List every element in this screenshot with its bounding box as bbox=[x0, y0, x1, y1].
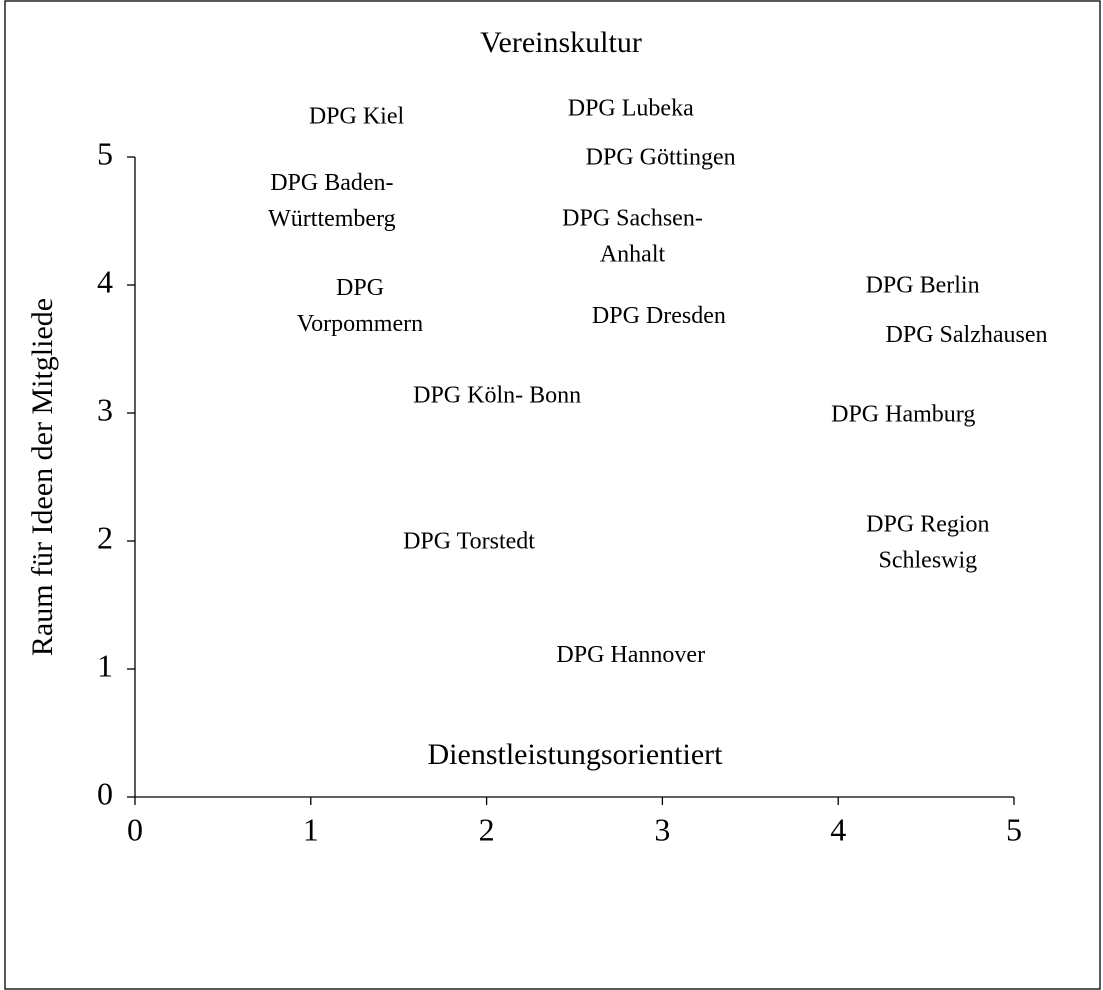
x-tick-label: 2 bbox=[479, 811, 495, 847]
point-label: DPG Region Schleswig bbox=[866, 511, 989, 573]
point-label: DPG Baden-Württemberg bbox=[268, 169, 396, 231]
y-tick-label: 1 bbox=[97, 647, 113, 683]
point-label: DPG Sachsen-Anhalt bbox=[562, 205, 703, 267]
point-label: DPG Hannover bbox=[556, 642, 705, 668]
point-label: DPG Lubeka bbox=[568, 95, 694, 121]
point-label: DPG Berlin bbox=[866, 272, 980, 298]
chart-title: Vereinskultur bbox=[480, 26, 642, 59]
x-axis-label: Dienstleistungsorientiert bbox=[428, 738, 724, 771]
x-tick-label: 3 bbox=[654, 811, 670, 847]
point-label: DPG Göttingen bbox=[586, 144, 736, 170]
y-tick-label: 4 bbox=[97, 263, 113, 299]
x-tick-label: 1 bbox=[303, 811, 319, 847]
point-label: DPG Kiel bbox=[309, 103, 405, 129]
y-axis-label: Raum für Ideen der Mitgliede bbox=[26, 298, 59, 656]
point-label: DPG Hamburg bbox=[831, 401, 975, 427]
point-label: DPG Salzhausen bbox=[886, 322, 1048, 348]
x-tick-label: 4 bbox=[830, 811, 846, 847]
point-label: DPG Torstedt bbox=[403, 528, 535, 554]
y-tick-label: 0 bbox=[97, 775, 113, 811]
y-tick-label: 5 bbox=[97, 135, 113, 171]
y-tick-label: 3 bbox=[97, 391, 113, 427]
x-tick-label: 0 bbox=[127, 811, 143, 847]
chart-border bbox=[4, 0, 1101, 990]
point-label: DPG Köln- Bonn bbox=[413, 382, 581, 408]
y-tick-label: 2 bbox=[97, 519, 113, 555]
point-label: DPG Vorpommern bbox=[297, 274, 423, 336]
point-label: DPG Dresden bbox=[592, 303, 726, 329]
x-tick-label: 5 bbox=[1006, 811, 1022, 847]
